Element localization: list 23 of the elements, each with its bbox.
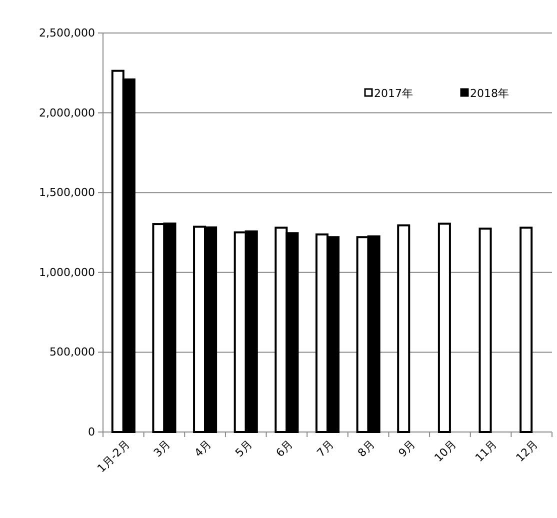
x-tick-label: 6月	[274, 438, 296, 460]
x-tick-label: 9月	[396, 438, 418, 460]
y-tick-label: 500,000	[50, 346, 95, 359]
x-tick-label: 11月	[472, 438, 500, 465]
y-tick-label: 2,500,000	[39, 26, 95, 40]
x-tick-label: 10月	[432, 438, 459, 465]
x-tick-label: 5月	[232, 438, 255, 460]
x-tick-label: 12月	[514, 438, 540, 465]
legend-label: 2017年	[374, 86, 413, 100]
x-tick-label: 7月	[314, 438, 336, 460]
y-tick-label: 0	[88, 426, 95, 439]
bar	[397, 224, 410, 433]
bar	[478, 228, 492, 433]
legend-label: 2018年	[470, 86, 509, 100]
x-tick-label: 4月	[192, 438, 214, 460]
y-tick-label: 1,500,000	[39, 186, 95, 200]
y-tick-label: 2,000,000	[39, 106, 95, 120]
bar	[438, 222, 451, 433]
bar	[520, 226, 533, 433]
y-tick-label: 1,000,000	[39, 266, 95, 279]
x-tick-label: 1月-2月	[94, 438, 132, 476]
x-tick-label: 8月	[355, 438, 378, 460]
x-tick-label: 3月	[151, 438, 174, 460]
